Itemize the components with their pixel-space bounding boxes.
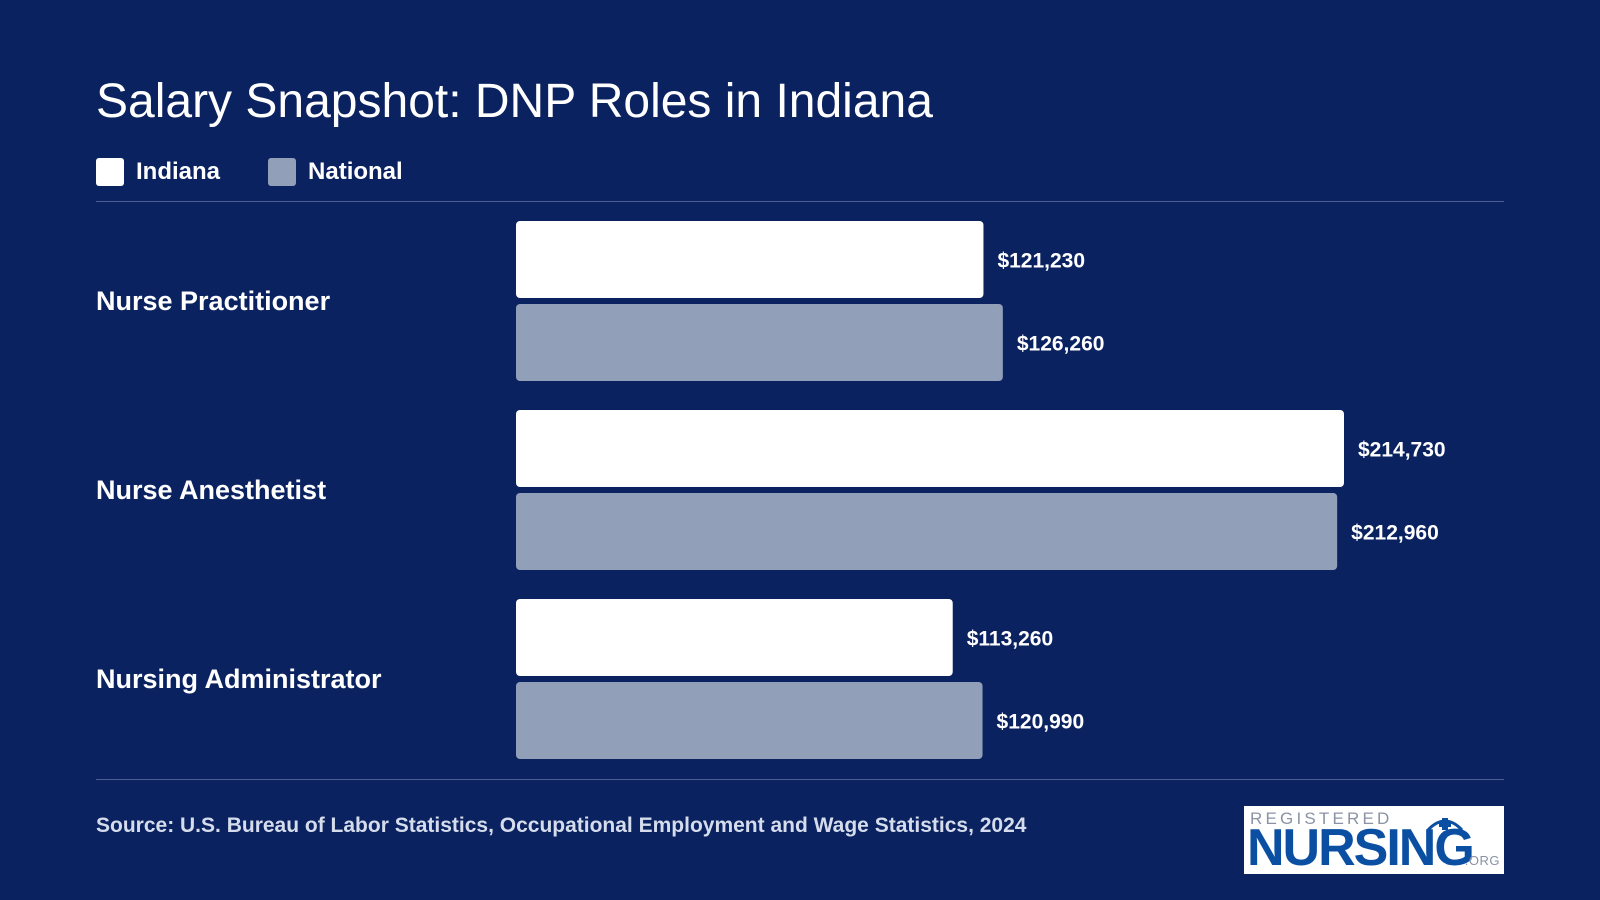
- bar-national-nursing-administrator: [516, 682, 983, 759]
- logo-suffix-text: .ORG: [1464, 853, 1500, 868]
- category-label-nursing-administrator: Nursing Administrator: [96, 664, 382, 694]
- legend-item-indiana: Indiana: [96, 158, 220, 186]
- value-label-national-nurse-anesthetist: $212,960: [1351, 522, 1439, 545]
- bar-indiana-nurse-practitioner: [516, 221, 984, 298]
- legend-swatch-indiana: [96, 158, 124, 186]
- logo-top-text: REGISTERED: [1250, 809, 1393, 828]
- value-label-indiana-nurse-anesthetist: $214,730: [1358, 439, 1446, 462]
- registered-nursing-logo: REGISTERED NURSING .ORG: [1244, 806, 1504, 874]
- legend-swatch-national: [268, 158, 297, 186]
- category-label-nurse-practitioner: Nurse Practitioner: [96, 286, 331, 316]
- legend-label-indiana: Indiana: [136, 158, 221, 185]
- bar-indiana-nurse-anesthetist: [516, 410, 1344, 487]
- value-label-national-nurse-practitioner: $126,260: [1017, 333, 1105, 356]
- logo-main-text: NURSING: [1247, 819, 1475, 874]
- bar-national-nurse-anesthetist: [516, 493, 1338, 570]
- legend-item-national: National: [268, 158, 403, 186]
- bottom-divider: [96, 779, 1504, 780]
- value-label-indiana-nursing-administrator: $113,260: [967, 628, 1053, 651]
- category-label-nurse-anesthetist: Nurse Anesthetist: [96, 475, 326, 505]
- bar-indiana-nursing-administrator: [516, 599, 953, 676]
- source-note: Source: U.S. Bureau of Labor Statistics,…: [96, 814, 1027, 837]
- legend-label-national: National: [308, 158, 403, 185]
- top-divider: [96, 201, 1504, 202]
- chart-legend: Indiana National: [96, 158, 451, 186]
- nurse-cap-cross-icon: [1426, 818, 1464, 832]
- value-label-indiana-nurse-practitioner: $121,230: [997, 250, 1085, 273]
- chart-title: Salary Snapshot: DNP Roles in Indiana: [96, 75, 933, 128]
- value-label-national-nursing-administrator: $120,990: [997, 711, 1085, 734]
- bar-national-nurse-practitioner: [516, 304, 1003, 381]
